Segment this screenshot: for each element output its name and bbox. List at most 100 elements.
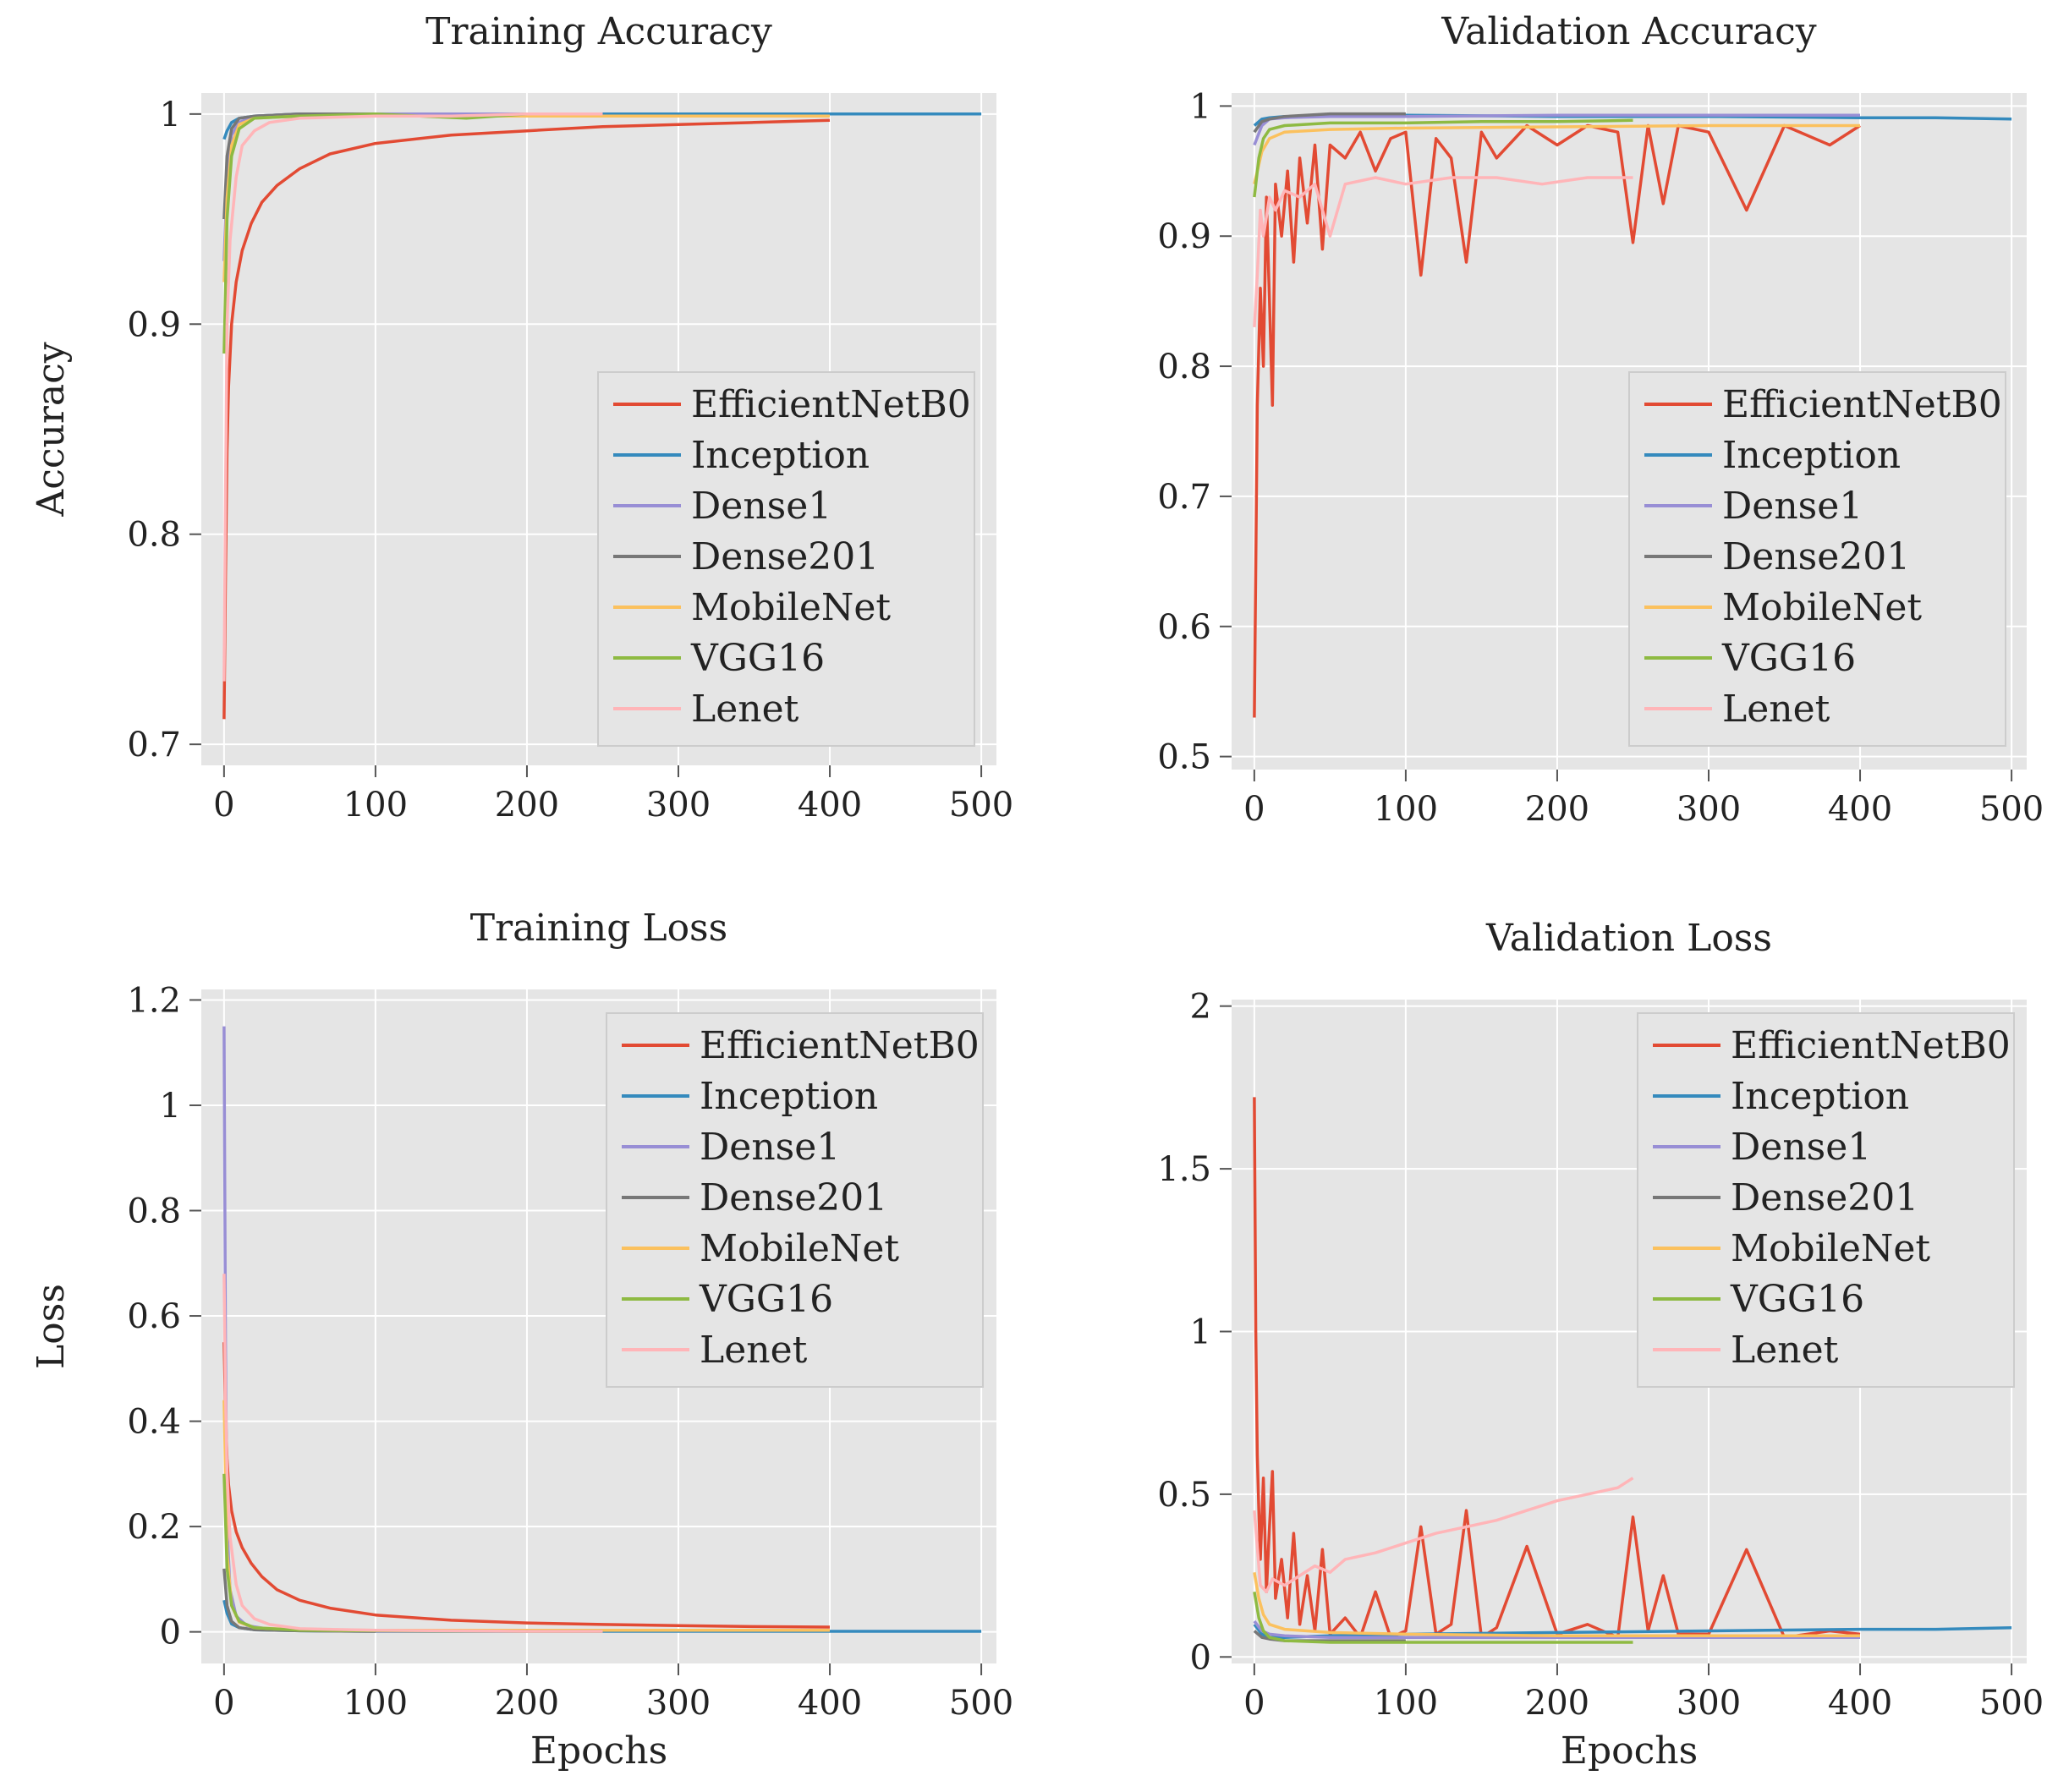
legend-label-dense1: Dense1: [1731, 1126, 1871, 1169]
legend-label-vgg16: VGG16: [699, 1278, 833, 1321]
legend: EfficientNetB0 Inception Dense1 Dense201 Mob…: [606, 1012, 984, 1388]
series-line-lenet: [222, 1274, 603, 1633]
x-tick-label: 500: [949, 1684, 1013, 1723]
x-tick-label: 400: [1828, 790, 1892, 829]
x-tick-label: 200: [495, 1684, 559, 1723]
chart-training-loss: 0 100 200 300 400 500 0 0.2 0.4 0.6 0.8 1 1.2 Trainin…: [30, 907, 1013, 1773]
y-tick-label: 0.8: [1157, 348, 1211, 386]
y-tick-label: 0.5: [1157, 1476, 1211, 1515]
x-tick-label: 500: [949, 786, 1013, 825]
chart-validation-loss: 0 100 200 300 400 500 0 0.5 1 1.5 2 Validation Loss…: [1157, 917, 2044, 1773]
legend-label-inception: Inception: [700, 1075, 878, 1118]
legend-label-vgg16: VGG16: [690, 637, 825, 680]
chart-title: Training Loss: [470, 907, 727, 950]
y-tick-label: 1: [1190, 87, 1211, 126]
legend-label-lenet: Lenet: [691, 688, 799, 731]
y-axis-label: Loss: [30, 1284, 73, 1369]
legend-label-inception: Inception: [691, 434, 870, 477]
legend-label-dense201: Dense201: [691, 535, 879, 578]
series-line-dense201: [222, 112, 376, 220]
y-tick-label: 2: [1190, 988, 1211, 1027]
x-axis-label: Epochs: [530, 1729, 667, 1773]
y-tick-label: 0.9: [1157, 217, 1211, 256]
x-tick-label: 0: [1243, 1684, 1265, 1723]
legend-label-dense201: Dense201: [1722, 535, 1910, 578]
series-line-lenet: [1253, 1477, 1634, 1594]
y-tick-label: 0.2: [127, 1508, 181, 1547]
x-tick-label: 300: [646, 786, 711, 825]
x-tick-label: 0: [213, 786, 234, 825]
y-axis-label: Accuracy: [30, 342, 73, 517]
legend-label-dense1: Dense1: [700, 1126, 840, 1169]
chart-training-accuracy: 0 100 200 300 400 500 0.7 0.8 0.9 1 Training Accur…: [30, 10, 1013, 825]
x-tick-label: 100: [343, 786, 408, 825]
legend-label-lenet: Lenet: [700, 1329, 808, 1372]
legend-frame: [606, 1012, 984, 1388]
legend-label-dense1: Dense1: [1722, 485, 1863, 528]
y-tick-label: 0.6: [127, 1297, 181, 1336]
legend-label-mobilenet: MobileNet: [1731, 1227, 1930, 1270]
chart-title: Validation Accuracy: [1441, 10, 1816, 53]
x-tick-label: 400: [798, 786, 862, 825]
legend-frame: [1628, 371, 2006, 747]
series-line-dense1: [1253, 113, 1860, 146]
y-tick-label: 0.9: [127, 305, 181, 344]
series-line-mobilenet: [1253, 1572, 1860, 1638]
x-tick-label: 0: [1243, 790, 1265, 829]
y-tick-label: 1: [160, 1087, 181, 1126]
legend-label-dense201: Dense201: [700, 1176, 887, 1219]
chart-title: Validation Loss: [1485, 917, 1772, 960]
y-tick-label: 0.5: [1157, 738, 1211, 777]
legend-label-efficientnetb0: EfficientNetB0: [691, 383, 971, 426]
series-line-lenet: [1253, 176, 1633, 327]
series-line-dense201: [1253, 112, 1406, 134]
y-tick-label: 1: [160, 96, 181, 134]
legend-label-inception: Inception: [1722, 434, 1901, 477]
y-tick-label: 0.8: [127, 1192, 181, 1231]
series-line-efficientnetb0: [1253, 123, 1861, 718]
y-tick-label: 0.4: [127, 1403, 181, 1442]
y-tick-label: 0: [1190, 1638, 1211, 1677]
y-tick-label: 0.7: [1157, 478, 1211, 517]
series-line-lenet: [222, 112, 603, 682]
y-tick-label: 0.8: [127, 516, 181, 555]
legend-label-efficientnetb0: EfficientNetB0: [1731, 1024, 2011, 1067]
y-tick-label: 0: [160, 1614, 181, 1652]
legend-label-lenet: Lenet: [1722, 688, 1830, 731]
y-tick-label: 1: [1190, 1313, 1211, 1352]
legend: EfficientNetB0 Inception Dense1 Dense201 Mob…: [1628, 371, 2006, 747]
legend-label-vgg16: VGG16: [1730, 1278, 1864, 1321]
x-tick-label: 400: [798, 1684, 862, 1723]
legend-label-dense1: Dense1: [691, 485, 831, 528]
series-line-mobilenet: [1253, 123, 1860, 185]
legend-frame: [597, 371, 975, 747]
x-tick-label: 500: [1979, 790, 2044, 829]
y-tick-label: 1.2: [127, 981, 181, 1020]
y-tick-label: 0.7: [127, 726, 181, 764]
legend: EfficientNetB0 Inception Dense1 Dense201 Mob…: [597, 371, 975, 747]
x-tick-label: 300: [1677, 790, 1741, 829]
legend-label-lenet: Lenet: [1731, 1329, 1839, 1372]
legend-label-efficientnetb0: EfficientNetB0: [700, 1024, 980, 1067]
series-line-vgg16: [1253, 118, 1633, 198]
x-tick-label: 0: [213, 1684, 234, 1723]
x-tick-label: 300: [646, 1684, 711, 1723]
x-tick-label: 100: [343, 1684, 408, 1723]
legend-label-inception: Inception: [1731, 1075, 1909, 1118]
x-tick-label: 200: [1525, 1684, 1589, 1723]
legend-label-mobilenet: MobileNet: [1722, 586, 1922, 629]
legend-label-vgg16: VGG16: [1721, 637, 1856, 680]
legend-label-dense201: Dense201: [1731, 1176, 1918, 1219]
legend-label-efficientnetb0: EfficientNetB0: [1722, 383, 2002, 426]
chart-title: Training Accuracy: [425, 10, 772, 53]
x-tick-label: 200: [495, 786, 559, 825]
series-line-efficientnetb0: [1253, 1097, 1861, 1639]
legend-label-mobilenet: MobileNet: [700, 1227, 899, 1270]
x-tick-label: 500: [1979, 1684, 2044, 1723]
x-tick-label: 100: [1374, 790, 1438, 829]
legend-label-mobilenet: MobileNet: [691, 586, 891, 629]
legend: EfficientNetB0 Inception Dense1 Dense201 Mob…: [1637, 1012, 2015, 1388]
y-tick-label: 1.5: [1157, 1150, 1211, 1189]
